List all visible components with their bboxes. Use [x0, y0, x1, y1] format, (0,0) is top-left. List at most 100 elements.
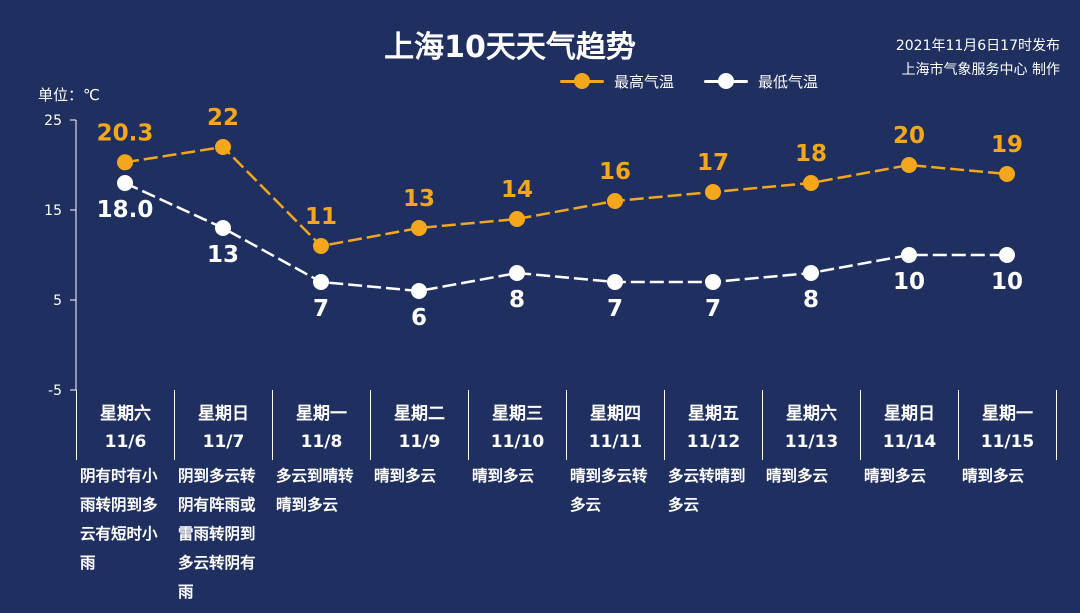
legend-label-low: 最低气温 [758, 72, 819, 91]
legend-swatch-low [704, 73, 749, 89]
data-point-high [803, 175, 819, 191]
weather-description: 晴到多云 [766, 467, 829, 485]
data-point-high [509, 211, 525, 227]
data-label-low: 8 [509, 287, 525, 313]
data-label-low: 8 [803, 287, 819, 313]
data-label-low: 7 [705, 296, 721, 322]
data-point-high [411, 220, 427, 236]
weather-description: 阴有时有小雨转阴到多云有短时小雨 [80, 467, 158, 572]
y-tick-label: 15 [44, 203, 62, 219]
weather-description: 多云到晴转晴到多云 [276, 467, 354, 514]
date-label: 11/10 [490, 432, 545, 452]
data-point-low [999, 247, 1015, 263]
data-label-low: 7 [607, 296, 623, 322]
data-point-low [509, 265, 525, 281]
weekday-label: 星期三 [492, 404, 543, 424]
data-label-low: 10 [991, 269, 1023, 295]
date-label: 11/6 [104, 432, 147, 452]
data-point-high [215, 139, 231, 155]
publish-time: 2021年11月6日17时发布 [895, 38, 1060, 54]
weekday-label: 星期四 [590, 404, 641, 424]
data-label-high: 22 [207, 105, 239, 131]
day-cell: 星期五 11/12 [665, 390, 763, 460]
weekday-label: 星期日 [884, 404, 935, 424]
data-point-low [901, 247, 917, 263]
data-point-low [313, 274, 329, 290]
day-cell: 星期一 11/15 [959, 390, 1057, 460]
date-label: 11/9 [398, 432, 441, 452]
data-point-high [313, 238, 329, 254]
day-cell: 星期六 11/6 [77, 390, 175, 460]
data-point-high [901, 157, 917, 173]
data-label-high: 18 [795, 141, 827, 167]
date-label: 11/7 [202, 432, 245, 452]
date-label: 11/8 [300, 432, 343, 452]
weather-descriptions: 阴有时有小雨转阴到多云有短时小雨 阴到多云转阴有阵雨或雷雨转阴到多云转阴有雨 多云到… [76, 462, 1056, 607]
data-point-high [705, 184, 721, 200]
weather-description: 晴到多云 [962, 467, 1025, 485]
weekday-label: 星期二 [394, 404, 445, 424]
date-label: 11/11 [588, 432, 643, 452]
series-line-high [124, 145, 1008, 248]
y-tick-label: 5 [53, 293, 62, 309]
data-point-low [803, 265, 819, 281]
data-point-low [215, 220, 231, 236]
publisher: 上海市气象服务中心 制作 [901, 62, 1060, 78]
series-line-low [124, 181, 1007, 293]
day-cell: 星期三 11/10 [469, 390, 567, 460]
date-label: 11/13 [784, 432, 839, 452]
day-cell: 星期日 11/14 [861, 390, 959, 460]
chart-title: 上海10天天气趋势 [384, 30, 636, 65]
data-point-high [117, 154, 133, 171]
y-tick-label: 25 [44, 113, 62, 129]
unit-label: 单位：℃ [38, 86, 100, 104]
data-label-high: 11 [305, 204, 337, 230]
day-table: 星期六 11/6 星期日 11/7 星期一 11/8 星期二 11/9 星期三 11/10 星期四 1… [76, 390, 1057, 460]
data-point-high [607, 193, 623, 209]
weather-description: 晴到多云 [864, 467, 927, 485]
weather-description: 多云转晴到多云 [668, 467, 746, 514]
weekday-label: 星期日 [198, 404, 249, 424]
date-label: 11/12 [686, 432, 741, 452]
data-label-low: 18.0 [97, 197, 154, 223]
legend-item-low: 最低气温 [704, 71, 818, 92]
legend-swatch-high [560, 73, 604, 89]
weather-description: 阴到多云转阴有阵雨或雷雨转阴到多云转阴有雨 [178, 467, 256, 601]
day-cell: 星期四 11/11 [567, 390, 665, 460]
legend-label-high: 最高气温 [614, 72, 675, 91]
data-label-high: 13 [403, 186, 435, 212]
weekday-label: 星期六 [786, 404, 837, 424]
weekday-label: 星期六 [100, 404, 151, 424]
data-label-low: 10 [893, 269, 925, 295]
weekday-label: 星期五 [688, 404, 739, 424]
day-cell: 星期一 11/8 [273, 390, 371, 460]
data-label-high: 16 [599, 159, 631, 185]
data-label-high: 20.3 [97, 120, 154, 146]
date-label: 11/14 [882, 432, 937, 452]
legend: 最高气温 最低气温 [560, 70, 848, 92]
day-cell: 星期日 11/7 [175, 390, 273, 460]
data-point-high [999, 166, 1015, 182]
data-label-low: 6 [411, 305, 427, 331]
weather-description: 晴到多云 [374, 467, 437, 485]
data-label-high: 20 [893, 123, 925, 149]
weather-description: 晴到多云转多云 [570, 467, 648, 514]
date-label: 11/15 [980, 432, 1035, 452]
y-tick-label: -5 [48, 383, 62, 399]
data-point-low [607, 274, 623, 290]
legend-item-high: 最高气温 [560, 71, 674, 92]
data-label-low: 13 [207, 242, 239, 268]
data-label-high: 14 [501, 177, 533, 203]
data-point-low [411, 283, 427, 299]
day-cell: 星期二 11/9 [371, 390, 469, 460]
data-point-low [117, 175, 133, 191]
weekday-label: 星期一 [296, 404, 347, 424]
data-label-low: 7 [313, 296, 329, 322]
data-point-low [705, 274, 721, 290]
data-label-high: 17 [697, 150, 729, 176]
day-cell: 星期六 11/13 [763, 390, 861, 460]
data-label-high: 19 [991, 132, 1023, 158]
publish-info: 2021年11月6日17时发布 上海市气象服务中心 制作 [896, 34, 1060, 82]
weekday-label: 星期一 [982, 404, 1033, 424]
